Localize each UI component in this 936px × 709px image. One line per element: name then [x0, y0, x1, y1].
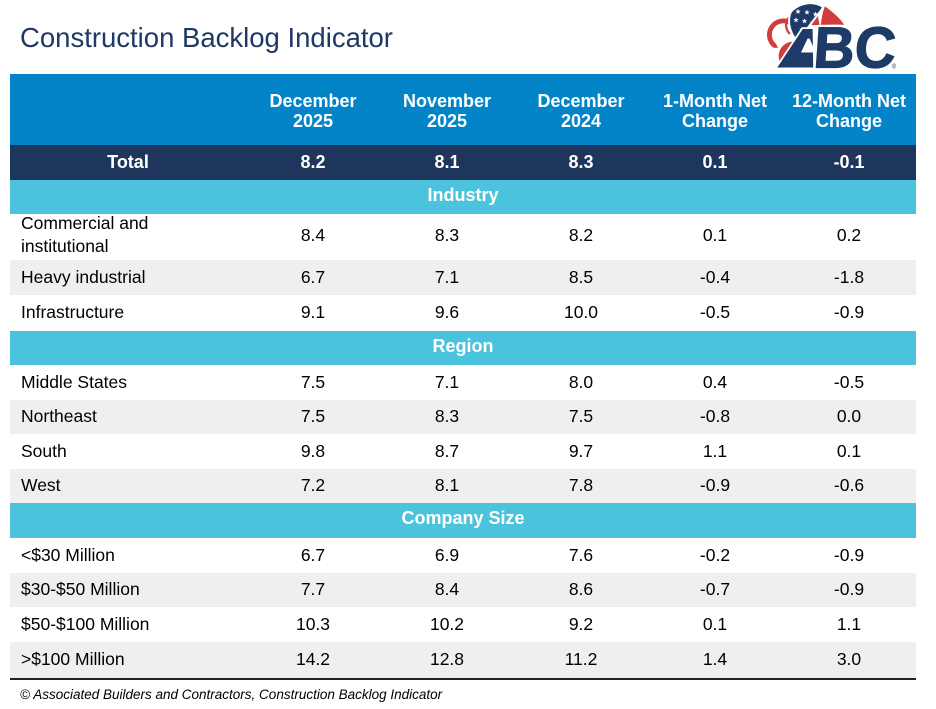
svg-text:BC: BC [812, 16, 899, 75]
svg-text:BC: BC [812, 16, 899, 75]
svg-text:®: ® [892, 64, 897, 71]
